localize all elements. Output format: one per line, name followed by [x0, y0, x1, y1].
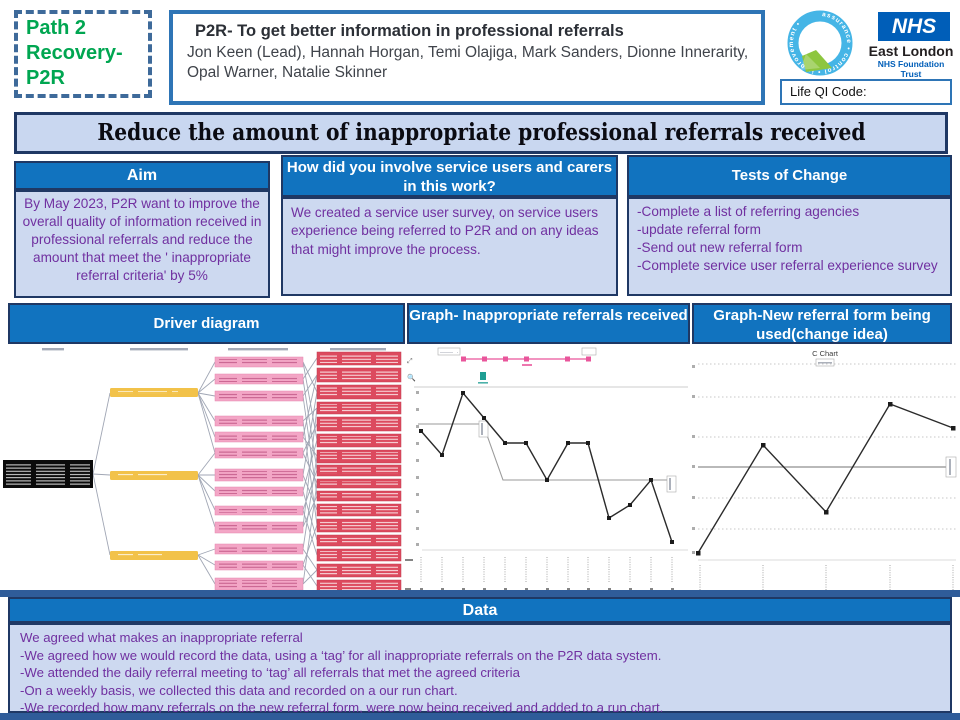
- svg-text:⤢: ⤢: [407, 358, 413, 365]
- driver-diagram: [3, 348, 402, 593]
- data-line: -On a weekly basis, we collected this da…: [20, 682, 458, 698]
- tests-line: -update referral form: [637, 221, 761, 237]
- qi-arrow: [802, 50, 832, 72]
- life-qi-code-box: Life QI Code:: [780, 79, 952, 105]
- run-chart-y-ticks: [416, 391, 419, 546]
- nhs-org-name: East London: [868, 43, 954, 59]
- project-badge-line: Recovery-: [26, 42, 123, 64]
- run-chart-value-row: [405, 559, 674, 591]
- tests-of-change-header: Tests of Change: [627, 155, 952, 197]
- c-chart-series: [697, 403, 954, 554]
- graph2-header: Graph-New referral form being used(chang…: [692, 303, 952, 344]
- c-chart-points: [696, 402, 956, 556]
- driver-change-idea-text: [320, 354, 398, 590]
- median-labels: [478, 420, 677, 493]
- run-chart: ⤢ 🔍: [405, 347, 688, 591]
- c-chart-title: C Chart: [812, 349, 839, 358]
- project-badge: Path 2 Recovery- P2R: [14, 10, 152, 98]
- footer-strip: [0, 713, 960, 720]
- svg-text:🔍: 🔍: [407, 373, 416, 382]
- tests-line: -Send out new referral form: [637, 239, 803, 255]
- data-line: -We agreed how we would record the data,…: [20, 647, 662, 663]
- graph1-header: Graph- Inappropriate referrals received: [407, 303, 690, 344]
- involve-body: We created a service user survey, on ser…: [281, 197, 618, 296]
- driver-secondary-text: [219, 359, 297, 588]
- driver-primary-boxes: [110, 388, 198, 560]
- nhs-logo: NHS: [878, 12, 950, 41]
- c-chart-x-labels: [699, 565, 954, 591]
- qi-logo-icon: assurance • control • improvement •: [787, 10, 853, 76]
- life-qi-code-label: Life QI Code:: [790, 84, 867, 99]
- team-names: Jon Keen (Lead), Hannah Horgan, Temi Ola…: [187, 44, 749, 82]
- driver-diagram-header: Driver diagram: [8, 303, 405, 344]
- divider-strip: [0, 590, 960, 597]
- poster-title-box: P2R- To get better information in profes…: [169, 10, 765, 105]
- involve-header: How did you involve service users and ca…: [281, 155, 618, 197]
- nhs-logo-block: NHS East London NHS Foundation Trust: [868, 12, 954, 79]
- data-line: -We attended the daily referral meeting …: [20, 665, 520, 681]
- c-chart-legend: [815, 358, 835, 367]
- project-badge-line: Path 2: [26, 17, 87, 39]
- driver-column-headers: [42, 348, 386, 351]
- main-banner-text: Reduce the amount of inappropriate profe…: [96, 119, 866, 146]
- driver-connectors: [92, 357, 318, 587]
- run-chart-series: [420, 391, 673, 543]
- c-chart: C Chart: [692, 349, 957, 591]
- nhs-org-subtitle: NHS Foundation Trust: [877, 59, 945, 79]
- c-chart-y-ticks: [692, 365, 695, 554]
- pdsa-marker-icon: [478, 372, 488, 384]
- tests-line: -Complete a list of referring agencies: [637, 204, 860, 219]
- driver-diagram-panel: [0, 345, 404, 593]
- aim-body: By May 2023, P2R want to improve the ove…: [14, 190, 270, 298]
- run-chart-panel: ⤢ 🔍: [404, 345, 690, 593]
- driver-aim-box: [3, 460, 93, 488]
- poster-title: P2R- To get better information in profes…: [195, 22, 624, 40]
- tests-line: -Complete service user referral experien…: [637, 257, 938, 273]
- data-line: We agreed what makes an inappropriate re…: [20, 630, 303, 645]
- annotation-line: [437, 347, 597, 366]
- c-chart-gridlines: [698, 363, 956, 530]
- project-badge-line: P2R: [26, 67, 65, 89]
- data-section-header: Data: [8, 597, 952, 623]
- data-line: -We recorded how many referrals on the n…: [20, 700, 664, 716]
- tests-of-change-body: -Complete a list of referring agencies -…: [627, 197, 952, 296]
- c-chart-cl-label: [945, 456, 957, 478]
- chart-zoom-icons: ⤢ 🔍: [407, 358, 416, 382]
- aim-header: Aim: [14, 161, 270, 190]
- data-section-body: We agreed what makes an inappropriate re…: [8, 623, 952, 715]
- main-banner: Reduce the amount of inappropriate profe…: [14, 112, 948, 154]
- run-chart-x-labels: [420, 557, 673, 583]
- run-chart-points: [419, 391, 674, 544]
- median-line: [418, 423, 672, 481]
- c-chart-panel: C Chart: [690, 345, 960, 593]
- qi-logo: assurance • control • improvement •: [776, 6, 864, 84]
